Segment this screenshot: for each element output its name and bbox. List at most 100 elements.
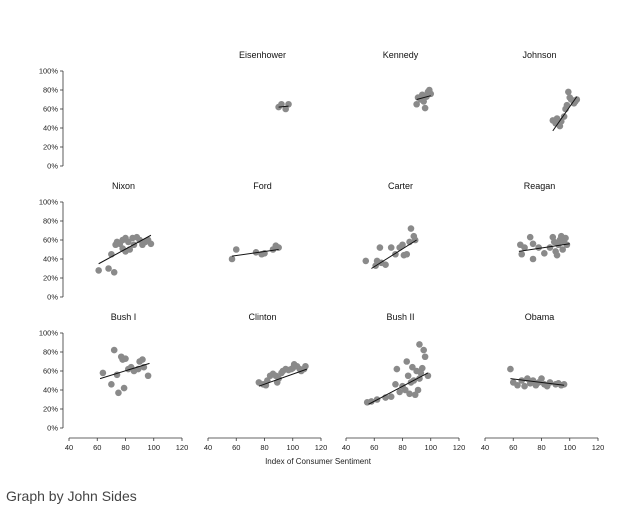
- data-point: [414, 386, 422, 394]
- data-point: [416, 341, 423, 348]
- y-tick-label: 60%: [43, 105, 58, 114]
- trend-line: [368, 372, 429, 405]
- data-point: [518, 250, 526, 258]
- x-axes: 40 60 80 100 120 40 60 80 100 120 40 60 80 100 120 40 60…: [65, 437, 605, 452]
- x-tick-label: 80: [121, 443, 129, 452]
- data-point: [139, 356, 146, 363]
- x-tick-label: 60: [93, 443, 101, 452]
- data-point: [553, 251, 561, 259]
- data-point: [387, 244, 395, 251]
- trend-line: [278, 105, 289, 108]
- data-point: [278, 100, 285, 108]
- data-point: [404, 372, 412, 380]
- trend-line: [552, 96, 578, 132]
- data-point: [560, 113, 568, 120]
- trend-line: [518, 243, 570, 252]
- x-tick-label: 40: [204, 443, 212, 452]
- data-point: [521, 244, 528, 251]
- data-point: [565, 88, 572, 96]
- data-point: [110, 269, 118, 276]
- data-point: [396, 388, 403, 396]
- data-point: [563, 241, 571, 249]
- data-point: [546, 244, 554, 251]
- panel-reagan: Reagan: [517, 181, 571, 263]
- trend-line: [258, 368, 308, 387]
- data-point: [413, 100, 420, 108]
- y-axes: 0% 20% 40% 60% 80% 100% 0% 20% 40% 60% 80% 100% 0% 20…: [39, 67, 64, 433]
- data-point: [232, 246, 240, 253]
- data-point: [282, 105, 289, 113]
- data-point: [105, 265, 112, 272]
- x-tick-label: 120: [176, 443, 189, 452]
- data-point: [302, 362, 309, 370]
- small-multiples-chart: 0% 20% 40% 60% 80% 100% 0% 20% 40% 60% 80% 100% 0% 20…: [39, 50, 605, 466]
- data-point: [144, 372, 152, 380]
- data-point: [563, 101, 571, 109]
- data-point: [120, 384, 128, 392]
- panel-title: Bush I: [111, 312, 137, 322]
- panel-clinton: Clinton: [248, 312, 309, 389]
- data-point: [573, 96, 581, 103]
- data-point: [406, 390, 413, 398]
- data-point: [382, 261, 389, 269]
- panel-ford: Ford: [228, 181, 282, 263]
- data-point: [115, 389, 122, 397]
- data-point: [529, 255, 537, 263]
- x-tick-label: 40: [342, 443, 350, 452]
- trend-line: [99, 362, 150, 380]
- y-tick-label: 40%: [43, 386, 58, 395]
- panel-bush-ii: Bush II: [363, 312, 432, 406]
- data-point: [95, 267, 102, 274]
- data-point: [368, 398, 375, 405]
- data-point: [108, 381, 115, 388]
- data-point: [420, 98, 427, 105]
- panel-title: Nixon: [112, 181, 135, 191]
- panel-bush-i: Bush I: [99, 312, 152, 397]
- panel-title: Johnson: [522, 50, 556, 60]
- y-tick-label: 60%: [43, 236, 58, 245]
- panel-title: Bush II: [386, 312, 414, 322]
- y-tick-label: 80%: [43, 217, 58, 226]
- data-point: [560, 381, 568, 388]
- panel-carter: Carter: [362, 181, 419, 269]
- panel-kennedy: Kennedy: [383, 50, 435, 112]
- panel-title: Reagan: [524, 181, 556, 191]
- data-point: [122, 355, 129, 362]
- data-point: [362, 257, 370, 265]
- data-point: [409, 363, 416, 371]
- panel-obama: Obama: [507, 312, 568, 390]
- data-point: [557, 118, 565, 125]
- data-point: [411, 391, 419, 399]
- x-tick-label: 60: [232, 443, 240, 452]
- x-tick-label: 120: [592, 443, 605, 452]
- data-point: [393, 365, 401, 373]
- data-point: [387, 393, 395, 400]
- y-tick-label: 100%: [39, 67, 59, 76]
- data-point: [376, 244, 384, 251]
- data-point: [402, 386, 409, 394]
- data-point: [526, 233, 534, 241]
- data-point: [507, 365, 514, 373]
- y-tick-label: 80%: [43, 348, 58, 357]
- y-tick-label: 0%: [47, 162, 58, 171]
- data-point: [228, 255, 236, 263]
- chart-panels: Eisenhower Kennedy Johnson Nixon Ford Carter R…: [95, 50, 581, 406]
- y-tick-label: 20%: [43, 405, 58, 414]
- x-tick-label: 40: [65, 443, 73, 452]
- y-tick-label: 40%: [43, 255, 58, 264]
- data-point: [399, 241, 406, 249]
- trend-line: [231, 249, 279, 257]
- panel-title: Kennedy: [383, 50, 419, 60]
- x-tick-label: 100: [286, 443, 299, 452]
- y-tick-label: 60%: [43, 367, 58, 376]
- panel-eisenhower: Eisenhower: [239, 50, 292, 113]
- y-tick-label: 100%: [39, 329, 59, 338]
- trend-line: [416, 95, 431, 100]
- data-point: [125, 238, 132, 246]
- x-tick-label: 60: [509, 443, 517, 452]
- data-point: [99, 369, 107, 377]
- data-point: [421, 353, 429, 361]
- panel-title: Clinton: [248, 312, 276, 322]
- data-point: [421, 104, 429, 112]
- data-point: [535, 244, 542, 251]
